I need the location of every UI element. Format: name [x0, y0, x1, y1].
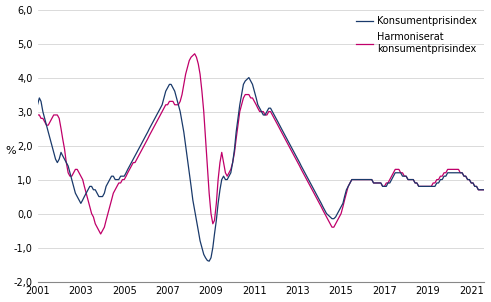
Line: Harmoniserat
konsumentprisindex: Harmoniserat konsumentprisindex [37, 54, 484, 234]
Line: Konsumentprisindex: Konsumentprisindex [37, 78, 484, 261]
Y-axis label: %: % [5, 146, 16, 156]
Legend: Konsumentprisindex, Harmoniserat
konsumentprisindex: Konsumentprisindex, Harmoniserat konsume… [354, 14, 479, 56]
